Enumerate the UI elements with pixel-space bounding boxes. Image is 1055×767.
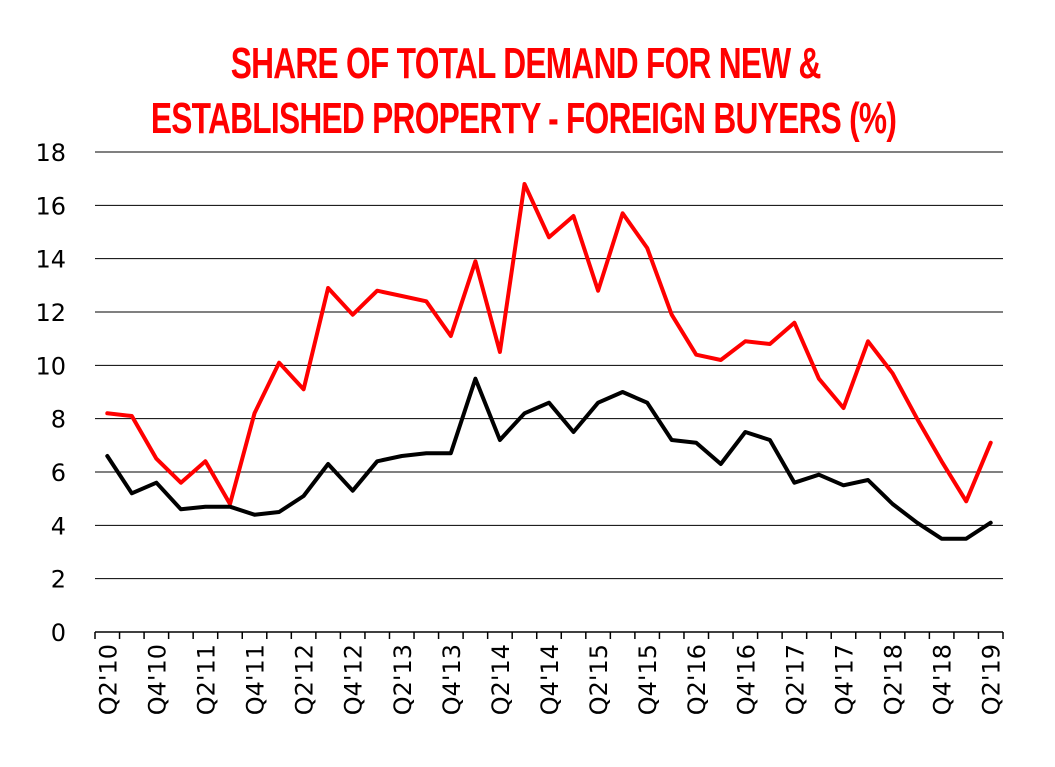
x-axis: Q2'10 Q4'10 Q2'11 Q4'11 Q2'12 Q4'12 Q2'13 Q4'13… xyxy=(94,631,1006,715)
x-tick-label: Q4'12 xyxy=(340,644,368,715)
gridlines xyxy=(95,151,1003,580)
series-lines xyxy=(105,182,993,541)
y-tick-label: 4 xyxy=(51,512,66,540)
x-tick-label: Q4'18 xyxy=(929,644,957,715)
x-tick-label: Q2'13 xyxy=(389,644,417,715)
x-tick-label: Q2'11 xyxy=(192,644,220,715)
y-axis: 0 2 4 6 8 10 12 14 16 18 xyxy=(35,139,66,647)
y-tick-label: 0 xyxy=(51,619,66,647)
series-black-line xyxy=(105,376,993,541)
y-tick-label: 6 xyxy=(51,459,66,487)
y-tick-label: 14 xyxy=(35,246,66,274)
x-tick-label: Q4'11 xyxy=(242,644,270,715)
x-tick-label: Q2'12 xyxy=(291,644,319,715)
x-tick-label: Q2'19 xyxy=(978,644,1006,715)
x-tick-label: Q2'16 xyxy=(683,644,711,715)
x-tick-label: Q4'13 xyxy=(438,644,466,715)
chart-title-line-1: SHARE OF TOTAL DEMAND FOR NEW & xyxy=(231,39,821,88)
y-tick-label: 2 xyxy=(51,566,66,594)
x-tick-label: Q4'16 xyxy=(732,644,760,715)
y-tick-label: 12 xyxy=(35,299,66,327)
x-tick-label: Q2'18 xyxy=(880,644,908,715)
chart-title: SHARE OF TOTAL DEMAND FOR NEW & ESTABLIS… xyxy=(151,39,897,143)
x-tick-label: Q2'10 xyxy=(94,644,122,715)
x-tick-label: Q4'15 xyxy=(634,644,662,715)
x-tick-label: Q4'14 xyxy=(536,644,564,715)
x-tick-label: Q2'17 xyxy=(781,644,809,715)
y-tick-label: 8 xyxy=(51,406,66,434)
y-tick-label: 10 xyxy=(35,352,66,380)
x-tick-label: Q4'17 xyxy=(830,644,858,715)
chart-title-line-2: ESTABLISHED PROPERTY - FOREIGN BUYERS (%… xyxy=(151,94,896,143)
y-tick-label: 18 xyxy=(35,139,66,167)
x-tick-label: Q2'15 xyxy=(585,644,613,715)
y-tick-label: 16 xyxy=(35,192,66,220)
series-red-line xyxy=(105,182,993,506)
x-tick-label: Q2'14 xyxy=(487,644,515,715)
x-tick-label: Q4'10 xyxy=(143,644,171,715)
